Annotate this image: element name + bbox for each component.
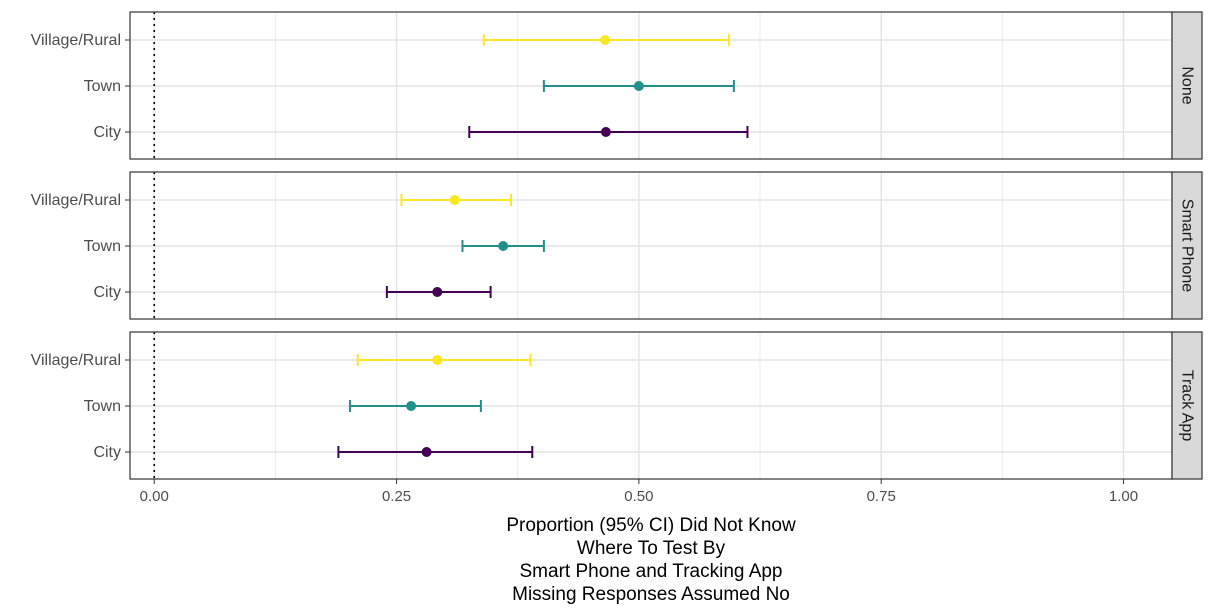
facet-label-none: None [1179, 66, 1196, 104]
category-label: Village/Rural [31, 32, 121, 49]
point-estimate [600, 35, 610, 45]
point-estimate [601, 127, 611, 137]
category-label: Town [84, 398, 121, 415]
facet-label-smart-phone: Smart Phone [1179, 199, 1196, 292]
x-axis-title-line: Proportion (95% CI) Did Not Know [506, 515, 796, 536]
x-tick-label: 0.00 [140, 488, 169, 505]
x-tick-label: 1.00 [1109, 488, 1138, 505]
point-estimate [422, 447, 432, 457]
x-tick-label: 0.25 [382, 488, 411, 505]
facet-label-track-app: Track App [1179, 370, 1196, 442]
point-estimate [634, 81, 644, 91]
point-estimate [450, 195, 460, 205]
point-estimate [432, 355, 442, 365]
category-label: Town [84, 238, 121, 255]
x-axis-title-line: Where To Test By [577, 538, 726, 559]
category-label: City [93, 284, 121, 301]
category-label: Village/Rural [31, 192, 121, 209]
category-label: City [93, 124, 121, 141]
category-label: Town [84, 78, 121, 95]
x-axis-title-line: Missing Responses Assumed No [512, 584, 790, 605]
category-label: Village/Rural [31, 352, 121, 369]
x-tick-label: 0.75 [867, 488, 896, 505]
point-estimate [406, 401, 416, 411]
x-axis-title-line: Smart Phone and Tracking App [520, 561, 783, 582]
point-estimate [432, 287, 442, 297]
point-estimate [498, 241, 508, 251]
category-label: City [93, 444, 121, 461]
x-tick-label: 0.50 [624, 488, 653, 505]
